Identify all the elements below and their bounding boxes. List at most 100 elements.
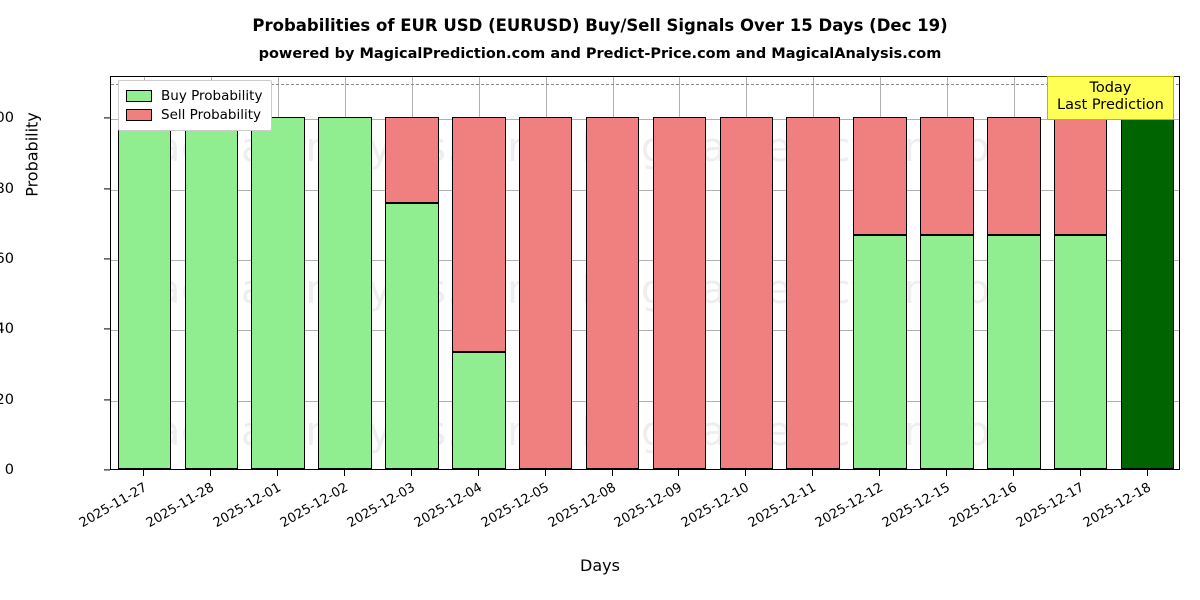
x-tick-label: 2025-12-17 — [1013, 480, 1087, 531]
sell-swatch-icon — [126, 108, 152, 121]
bar-2025-12-15[interactable] — [920, 77, 974, 469]
buy-swatch-icon — [126, 89, 152, 102]
y-tick-mark — [104, 399, 110, 401]
bar-2025-12-18[interactable] — [1120, 77, 1175, 469]
x-tick-mark — [946, 470, 948, 476]
x-tick-label: 2025-12-08 — [545, 480, 619, 531]
bar-segment-sell — [920, 117, 974, 235]
x-tick-label: 2025-11-27 — [77, 480, 151, 531]
bar-segment-buy — [318, 117, 372, 469]
bar-2025-12-04[interactable] — [452, 77, 506, 469]
bar-2025-12-05[interactable] — [518, 77, 573, 469]
bar-segment-sell — [719, 117, 774, 469]
bar-segment-buy — [920, 234, 974, 469]
bar-segment-sell — [786, 117, 840, 469]
bar-segment-buy — [452, 351, 506, 469]
bar-segment-buy — [987, 234, 1041, 469]
y-tick-label: 40 — [0, 321, 14, 338]
x-tick-mark — [1013, 470, 1015, 476]
chart-title: Probabilities of EUR USD (EURUSD) Buy/Se… — [252, 16, 948, 35]
legend-item-label: Sell Probability — [161, 106, 262, 123]
x-tick-label: 2025-12-05 — [478, 480, 552, 531]
x-tick-mark — [210, 470, 212, 476]
x-tick-label: 2025-12-11 — [746, 480, 820, 531]
legend-item-sell[interactable]: Sell Probability — [126, 105, 262, 124]
y-tick-label: 80 — [0, 180, 14, 197]
gridline-horizontal — [111, 119, 1179, 121]
gridline-horizontal — [111, 259, 1179, 261]
today-annotation-line1: Today — [1089, 80, 1132, 96]
today-annotation-line2: Last Prediction — [1057, 97, 1164, 114]
y-axis-label: Probability — [22, 112, 42, 197]
bar-2025-12-03[interactable] — [385, 77, 439, 469]
today-annotation: Today Last Prediction — [1047, 76, 1174, 121]
x-tick-label: 2025-12-15 — [879, 480, 953, 531]
bar-segment-sell — [853, 117, 907, 235]
bar-2025-12-09[interactable] — [652, 77, 707, 469]
x-tick-label: 2025-12-02 — [277, 480, 351, 531]
bar-2025-12-01[interactable] — [251, 77, 305, 469]
x-tick-mark — [678, 470, 680, 476]
x-tick-label: 2025-12-10 — [679, 480, 753, 531]
bar-segment-buy — [853, 234, 907, 469]
x-tick-mark — [478, 470, 480, 476]
x-tick-label: 2025-12-01 — [211, 480, 285, 531]
x-tick-label: 2025-12-16 — [946, 480, 1020, 531]
bar-2025-11-27[interactable] — [117, 77, 172, 469]
x-tick-label: 2025-12-04 — [411, 480, 485, 531]
bar-segment-sell — [987, 117, 1041, 235]
y-tick-mark — [104, 469, 110, 471]
bar-2025-12-11[interactable] — [786, 77, 840, 469]
bar-segment-today — [1120, 117, 1175, 469]
y-tick-mark — [104, 117, 110, 119]
x-tick-label: 2025-12-18 — [1080, 480, 1154, 531]
bar-segment-buy — [385, 203, 439, 469]
bar-2025-12-12[interactable] — [853, 77, 907, 469]
legend-item-label: Buy Probability — [161, 87, 263, 104]
x-tick-mark — [143, 470, 145, 476]
x-tick-label: 2025-11-28 — [144, 480, 218, 531]
x-tick-mark — [812, 470, 814, 476]
bar-segment-sell — [385, 117, 439, 204]
bar-segment-buy — [251, 117, 305, 469]
bar-segment-sell — [652, 117, 707, 469]
x-tick-mark — [344, 470, 346, 476]
bar-2025-12-16[interactable] — [987, 77, 1041, 469]
x-tick-mark — [612, 470, 614, 476]
x-tick-mark — [545, 470, 547, 476]
x-tick-mark — [277, 470, 279, 476]
bar-2025-12-02[interactable] — [318, 77, 372, 469]
gridline-horizontal — [111, 400, 1179, 402]
y-tick-label: 60 — [0, 250, 14, 267]
bar-segment-sell — [452, 117, 506, 352]
y-tick-mark — [104, 328, 110, 330]
x-tick-mark — [745, 470, 747, 476]
x-tick-mark — [411, 470, 413, 476]
y-tick-mark — [104, 187, 110, 190]
x-tick-mark — [1080, 470, 1082, 476]
plot-area: MagicalAnalysis.comMagicaPrediction.comM… — [110, 76, 1180, 470]
bar-segment-sell — [1053, 117, 1108, 235]
bar-segment-buy — [184, 117, 239, 469]
bar-2025-11-28[interactable] — [184, 77, 239, 469]
y-tick-mark — [104, 258, 110, 260]
bar-2025-12-17[interactable] — [1053, 77, 1108, 469]
chart-subtitle: powered by MagicalPrediction.com and Pre… — [258, 46, 942, 62]
reference-dashed-line — [111, 84, 1179, 86]
bar-2025-12-08[interactable] — [585, 77, 640, 469]
bar-segment-sell — [585, 117, 640, 469]
y-tick-label: 100 — [0, 110, 14, 127]
bar-segment-buy — [117, 117, 172, 469]
bar-2025-12-10[interactable] — [719, 77, 774, 469]
legend-item-buy[interactable]: Buy Probability — [126, 86, 262, 105]
y-tick-label: 20 — [0, 391, 14, 408]
chart-legend: Buy Probability Sell Probability — [118, 80, 273, 131]
y-tick-label: 0 — [4, 462, 14, 478]
x-tick-label: 2025-12-09 — [612, 480, 686, 531]
x-tick-mark — [1147, 470, 1149, 476]
x-tick-mark — [879, 470, 881, 476]
gridline-horizontal — [111, 330, 1179, 332]
x-tick-label: 2025-12-12 — [812, 480, 886, 531]
bar-segment-sell — [518, 117, 573, 469]
